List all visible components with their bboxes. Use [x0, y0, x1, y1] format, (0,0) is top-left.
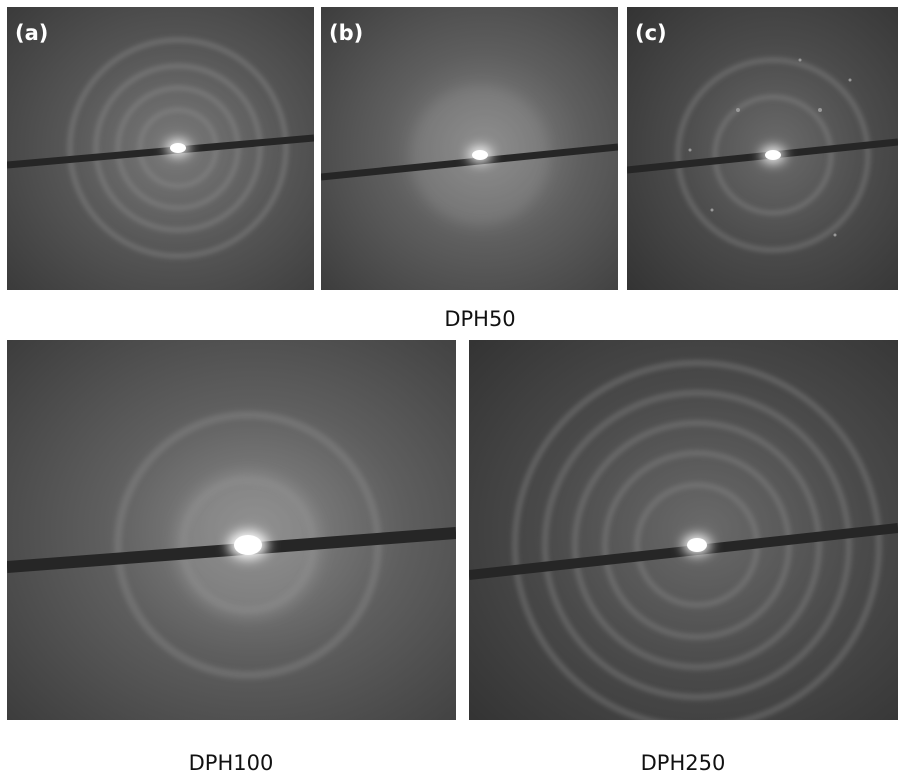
panel-c: (c): [627, 7, 898, 290]
panel-dph100: [7, 340, 456, 720]
beam-stop: [321, 143, 618, 181]
beam-stop: [469, 523, 898, 580]
beam-stop: [7, 134, 314, 169]
panel-label: (b): [329, 21, 363, 45]
central-spot-core: [472, 150, 488, 160]
panel-label: (c): [635, 21, 667, 45]
caption: DPH100: [189, 751, 274, 775]
central-spot-core: [687, 538, 707, 552]
rings: [512, 360, 882, 720]
panel-dph250: [469, 340, 898, 720]
panel-bg: [469, 340, 898, 720]
rings: [67, 37, 289, 259]
spots: [688, 58, 852, 237]
central-spot-core: [234, 535, 262, 555]
panel-a: (a): [7, 7, 314, 290]
caption: DPH250: [641, 751, 726, 775]
panel-b: (b): [321, 7, 618, 290]
rings: [675, 57, 871, 253]
central-spot-core: [765, 150, 781, 160]
panel-label: (a): [15, 21, 48, 45]
caption: DPH50: [444, 307, 515, 331]
central-spot-core: [170, 143, 186, 153]
